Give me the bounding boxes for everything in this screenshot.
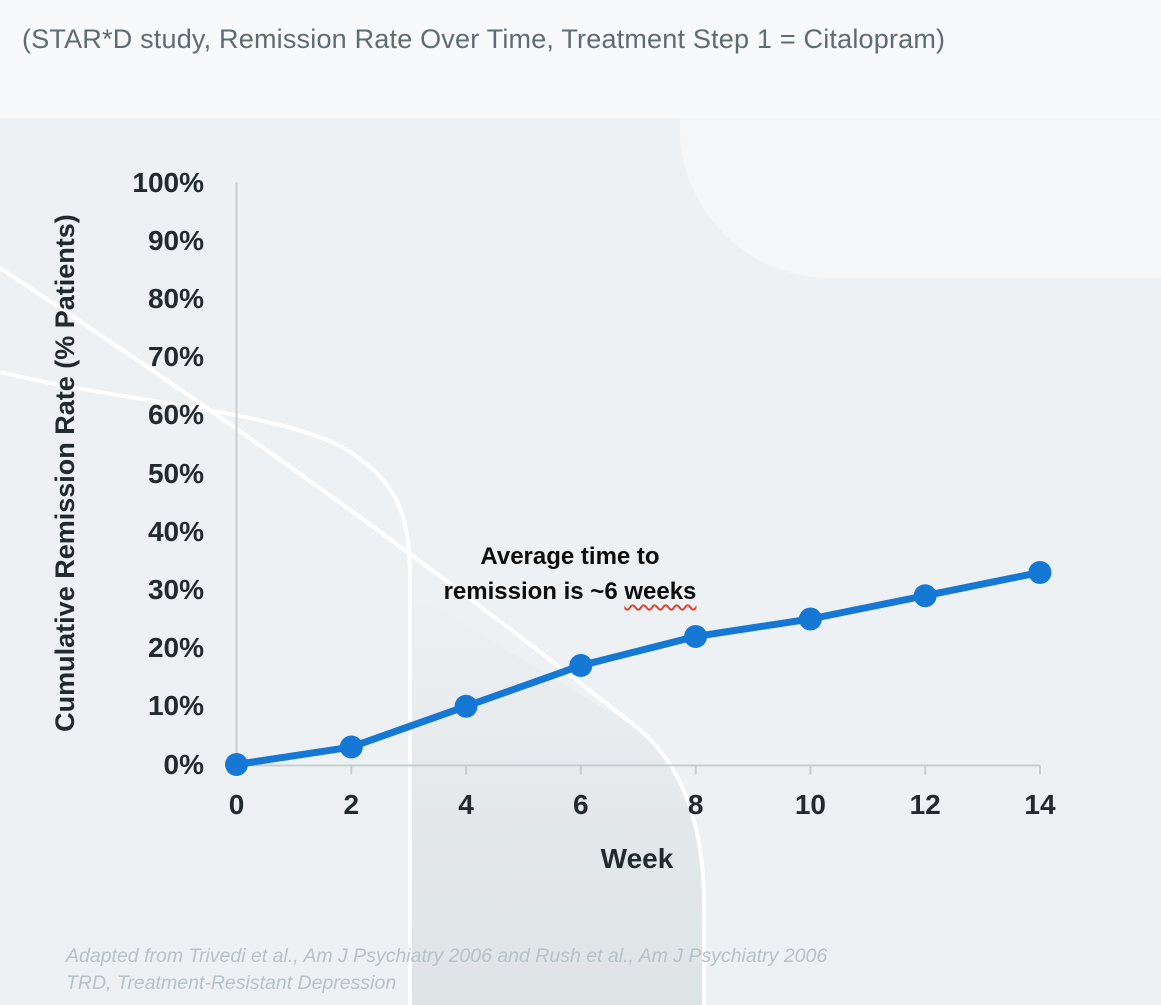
y-tick-label-50: 50% xyxy=(147,457,204,489)
decor-curve-2 xyxy=(0,370,412,1005)
data-point-marker xyxy=(225,753,248,776)
y-tick-label-80: 80% xyxy=(147,282,204,314)
x-tick-label-0: 0 xyxy=(228,789,245,820)
data-point-marker xyxy=(454,694,478,718)
y-tick-label-70: 70% xyxy=(147,341,204,373)
decor-blob-fill xyxy=(410,592,702,1005)
annotation-line2-prefix: remission is ~6 xyxy=(443,578,625,605)
data-point-marker xyxy=(684,624,708,648)
x-tick-label-12: 12 xyxy=(909,789,941,820)
y-tick-label-40: 40% xyxy=(147,515,204,547)
x-tick-label-2: 2 xyxy=(343,789,360,820)
decor-curve-1 xyxy=(0,266,706,1005)
data-point-marker xyxy=(339,735,363,759)
annotation-line1: Average time to xyxy=(480,543,660,570)
y-tick-label-100: 100% xyxy=(132,166,204,198)
x-tick-label-6: 6 xyxy=(573,789,589,820)
y-tick-label-20: 20% xyxy=(147,632,204,664)
y-tick-label-60: 60% xyxy=(147,399,204,431)
chart-title: (STAR*D study, Remission Rate Over Time,… xyxy=(22,24,946,54)
y-tick-label-90: 90% xyxy=(147,224,204,256)
data-point-marker xyxy=(913,584,937,608)
x-tick-label-8: 8 xyxy=(687,789,704,820)
source-footnote-line1: Adapted from Trivedi et al., Am J Psychi… xyxy=(66,945,828,967)
data-point-marker xyxy=(1028,560,1052,584)
background-top-strip xyxy=(0,0,1161,118)
x-tick-label-4: 4 xyxy=(458,789,474,820)
y-tick-label-10: 10% xyxy=(147,690,204,722)
series-line xyxy=(233,568,1044,768)
data-point-marker xyxy=(569,654,593,678)
source-footnote-line2: TRD, Treatment-Resistant Depression xyxy=(66,972,397,994)
x-tick-label-14: 14 xyxy=(1024,789,1056,820)
y-tick-label-30: 30% xyxy=(147,573,204,605)
x-axis-title: Week xyxy=(600,843,674,874)
x-tick-label-10: 10 xyxy=(794,789,826,820)
y-tick-label-0: 0% xyxy=(163,748,204,780)
annotation-average-time-to-remission: Average time to remission is ~6 weeks xyxy=(370,539,770,609)
data-point-marker xyxy=(798,607,822,631)
annotation-underlined-word: weeks xyxy=(624,578,697,605)
source-footnote: Adapted from Trivedi et al., Am J Psychi… xyxy=(66,943,827,997)
